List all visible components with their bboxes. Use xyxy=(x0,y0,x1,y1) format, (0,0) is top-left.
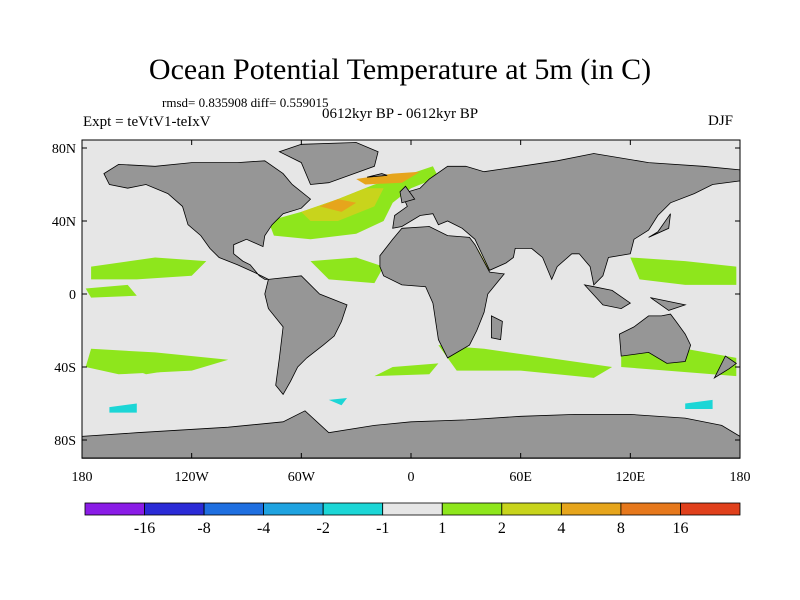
land-antarctica xyxy=(81,410,741,459)
anomaly-south-pacific-2 xyxy=(118,359,192,375)
colorbar-label: -4 xyxy=(257,520,270,537)
x-tick-label: 180 xyxy=(72,470,93,485)
anomaly-southern-cool-3 xyxy=(685,399,713,409)
x-tick-label: 0 xyxy=(408,470,415,485)
period-label: 0612kyr BP - 0612kyr BP xyxy=(322,106,479,122)
colorbar-box xyxy=(203,502,265,516)
anomaly-atlantic-tropical xyxy=(310,257,384,284)
land-south-america xyxy=(264,275,348,396)
chart-title: Ocean Potential Temperature at 5m (in C) xyxy=(148,53,652,86)
land-britain xyxy=(399,185,416,204)
colorbar-box xyxy=(263,502,324,516)
y-tick-label: 80N xyxy=(52,142,76,157)
colorbar-box xyxy=(680,502,741,516)
colorbar-box xyxy=(382,502,443,516)
colorbar-box xyxy=(501,502,562,516)
land-eurasia xyxy=(392,153,741,286)
x-tick-label: 60W xyxy=(288,470,316,485)
colorbar-box xyxy=(322,502,384,516)
stats-text: rmsd= 0.835908 diff= 0.559015 xyxy=(162,95,329,110)
land-north-america xyxy=(103,160,312,280)
colorbar-label: 2 xyxy=(498,520,506,537)
land-australia xyxy=(618,313,692,364)
colorbar-label: 16 xyxy=(672,520,688,537)
colorbar-box xyxy=(144,502,205,516)
land-greenland xyxy=(278,142,379,185)
land-madagascar xyxy=(491,315,503,341)
anomaly-pacific-north-band xyxy=(91,257,207,280)
x-tick-label: 120E xyxy=(616,470,646,485)
colorbar-box xyxy=(620,502,681,516)
anomaly-southern-cool-2 xyxy=(328,398,347,406)
x-axis: 180 120W 60W 0 60E 120E 180 xyxy=(72,140,751,485)
colorbar-label: -2 xyxy=(317,520,330,537)
anomaly-north-atlantic-peak xyxy=(319,199,357,212)
colorbar-label: -1 xyxy=(376,520,389,537)
land-japan xyxy=(648,213,671,238)
colorbar-box xyxy=(561,502,622,516)
anomaly-southern-cool-1 xyxy=(109,403,137,413)
anomaly-south-atlantic xyxy=(374,363,439,377)
colorbar-box xyxy=(84,502,145,516)
y-tick-label: 0 xyxy=(69,288,76,303)
land-layer xyxy=(81,142,741,459)
y-tick-label: 40N xyxy=(52,215,76,230)
colorbar-label: 8 xyxy=(617,520,625,537)
experiment-label: Expt = teVtV1-teIxV xyxy=(83,114,211,130)
x-tick-label: 120W xyxy=(175,470,210,485)
land-africa xyxy=(379,226,505,359)
anomaly-indian-south xyxy=(438,345,613,378)
land-indonesia xyxy=(583,284,632,310)
x-tick-label: 180 xyxy=(730,470,751,485)
anomaly-pacific-west-band xyxy=(630,257,737,285)
anomaly-pacific-equator xyxy=(85,284,137,298)
y-tick-label: 80S xyxy=(54,434,76,449)
colorbar-box xyxy=(441,502,503,516)
anomaly-layer xyxy=(85,166,737,413)
land-iceland xyxy=(367,173,388,178)
anomaly-north-atlantic-north xyxy=(356,171,421,185)
colorbar-label: -16 xyxy=(134,520,155,537)
y-axis: 80N 40N 0 40S 80S xyxy=(52,142,740,449)
colorbar-label: 1 xyxy=(438,520,446,537)
colorbar-label: 4 xyxy=(557,520,565,537)
land-new-zealand xyxy=(713,355,737,379)
y-tick-label: 40S xyxy=(54,361,76,376)
colorbar-label: -8 xyxy=(197,520,210,537)
x-tick-label: 60E xyxy=(509,470,532,485)
season-label: DJF xyxy=(708,113,734,129)
land-new-guinea xyxy=(650,297,687,311)
